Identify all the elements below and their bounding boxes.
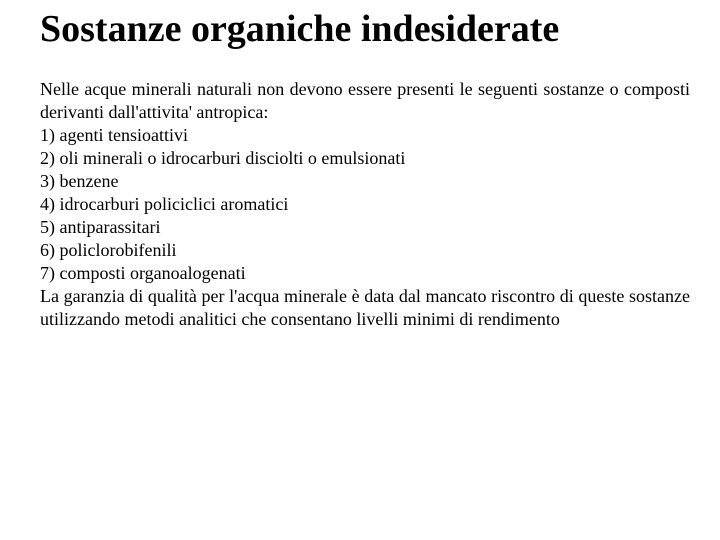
list-item: 6) policlorobifenili [40,239,690,262]
list-item: 5) antiparassitari [40,216,690,239]
list-item: 4) idrocarburi policiclici aromatici [40,193,690,216]
list-item: 1) agenti tensioattivi [40,124,690,147]
slide: Sostanze organiche indesiderate Nelle ac… [0,0,720,540]
slide-body: Nelle acque minerali naturali non devono… [40,78,690,331]
list-item: 3) benzene [40,170,690,193]
list-item: 7) composti organoalogenati [40,262,690,285]
slide-title: Sostanze organiche indesiderate [40,10,690,50]
closing-text: La garanzia di qualità per l'acqua miner… [40,285,690,331]
intro-text: Nelle acque minerali naturali non devono… [40,78,690,124]
list-item: 2) oli minerali o idrocarburi disciolti … [40,147,690,170]
